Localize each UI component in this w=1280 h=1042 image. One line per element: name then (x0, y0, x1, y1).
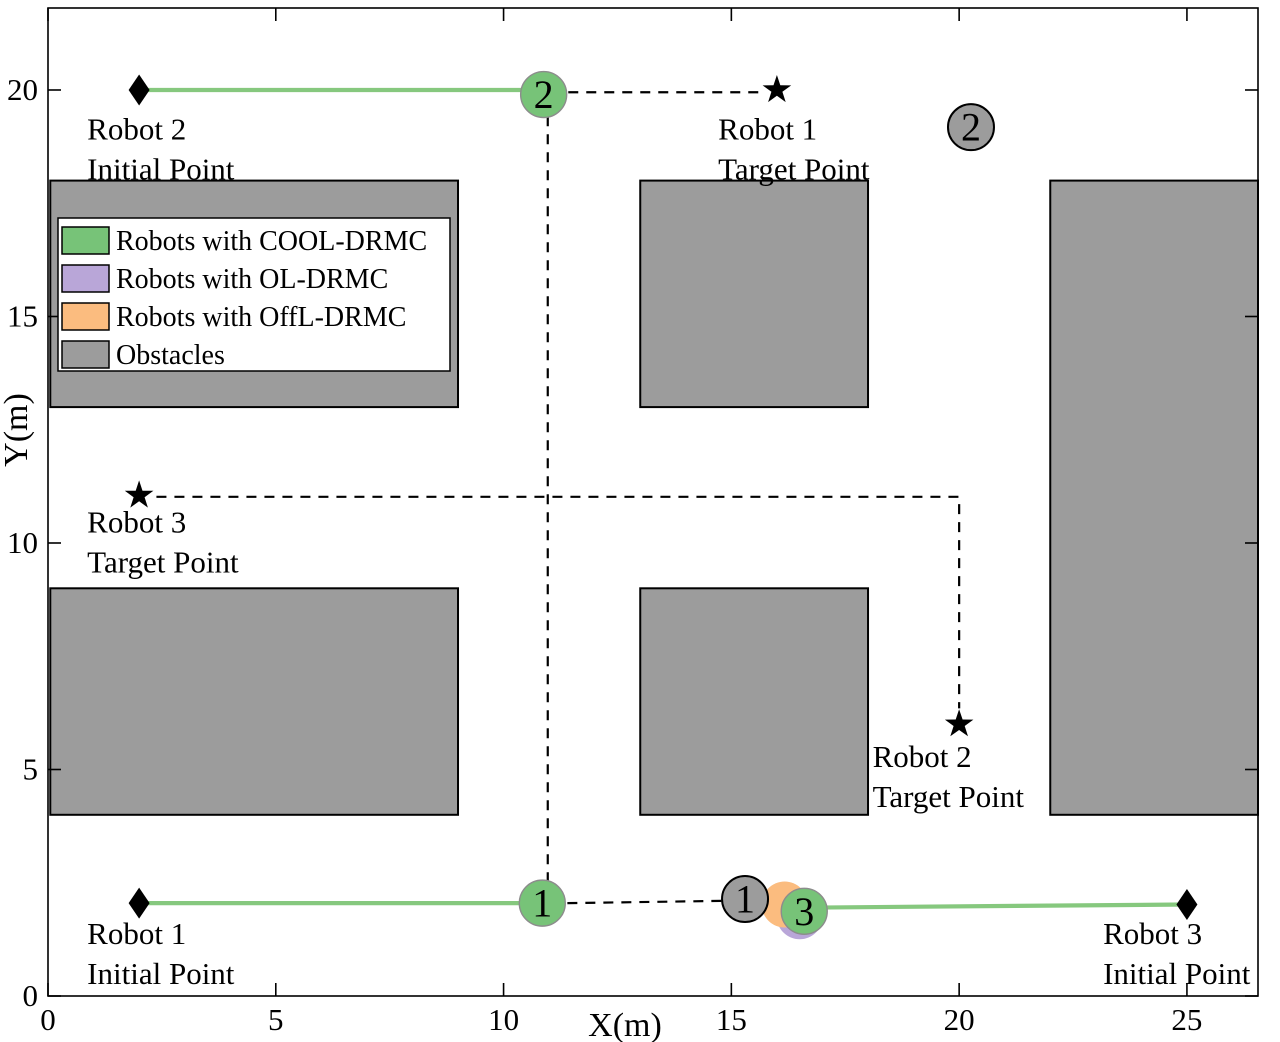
legend-swatch-4 (61, 340, 110, 369)
x-axis-label: X(m) (588, 1007, 662, 1042)
robot-marker-cool-1-number: 1 (532, 881, 552, 926)
annotation-label-6: Robot 3 Initial Point (1103, 916, 1251, 991)
obstacle-rect-5 (1049, 179, 1259, 816)
robot-marker-gray-2-number: 2 (961, 105, 981, 150)
robot-marker-cool-3 (780, 887, 828, 935)
robot-marker-gray-1-number: 1 (735, 877, 755, 922)
y-tick-label-15: 15 (7, 298, 38, 333)
obstacle-rect-4 (639, 587, 870, 816)
planned-path-dashed-3 (567, 899, 723, 905)
legend-label-4: Obstacles (116, 340, 225, 371)
annotation-label-3: Robot 3 Target Point (87, 504, 239, 579)
robot-marker-cool-1 (518, 879, 566, 927)
robot-marker-gray-2 (946, 103, 995, 152)
traveled-path-green-3 (804, 902, 1187, 910)
x-tick-label-15: 15 (716, 1002, 747, 1037)
target-point-star-1 (762, 75, 792, 103)
robot-marker-cool-3-number: 3 (794, 889, 814, 934)
x-tick-label-0: 0 (40, 1002, 56, 1037)
x-tick-label-5: 5 (268, 1002, 284, 1037)
y-tick-label-0: 0 (23, 978, 39, 1013)
legend-box (57, 217, 451, 372)
robot-marker-cool-2-number: 2 (534, 72, 554, 117)
legend: Robots with COOL-DRMC Robots with OL-DRMC… (57, 217, 451, 372)
target-point-star-2 (944, 709, 974, 737)
legend-swatch-1 (61, 226, 110, 255)
initial-point-diamond-1 (128, 887, 150, 919)
obstacle-rect-2 (639, 179, 870, 409)
y-axis-label: Y(m) (0, 393, 35, 467)
x-tick-label-10: 10 (488, 1002, 519, 1037)
initial-point-diamond-2 (128, 74, 150, 106)
robot-marker-cool-2 (519, 70, 568, 119)
target-point-star-3 (124, 480, 154, 508)
planned-path-dashed-4 (156, 495, 961, 709)
legend-label-2: Robots with OL-DRMC (116, 264, 388, 295)
y-tick-label-20: 20 (7, 72, 38, 107)
y-tick-label-5: 5 (23, 751, 39, 786)
x-tick-label-20: 20 (944, 1002, 975, 1037)
legend-label-3: Robots with OffL-DRMC (116, 302, 406, 333)
annotation-label-2: Robot 1 Target Point (718, 112, 870, 187)
y-tick-label-10: 10 (7, 525, 38, 560)
legend-swatch-2 (61, 264, 110, 293)
initial-point-diamond-3 (1176, 888, 1198, 920)
annotation-label-5: Robot 1 Initial Point (87, 916, 235, 991)
obstacle-rect-3 (49, 587, 460, 816)
x-tick-label-25: 25 (1171, 1002, 1202, 1037)
legend-swatch-3 (61, 302, 110, 331)
annotation-label-1: Robot 2 Initial Point (87, 112, 235, 187)
legend-label-1: Robots with COOL-DRMC (116, 226, 427, 257)
annotation-label-4: Robot 2 Target Point (873, 739, 1025, 814)
axes-box (47, 7, 1259, 997)
robot-marker-gray-1 (721, 875, 770, 924)
